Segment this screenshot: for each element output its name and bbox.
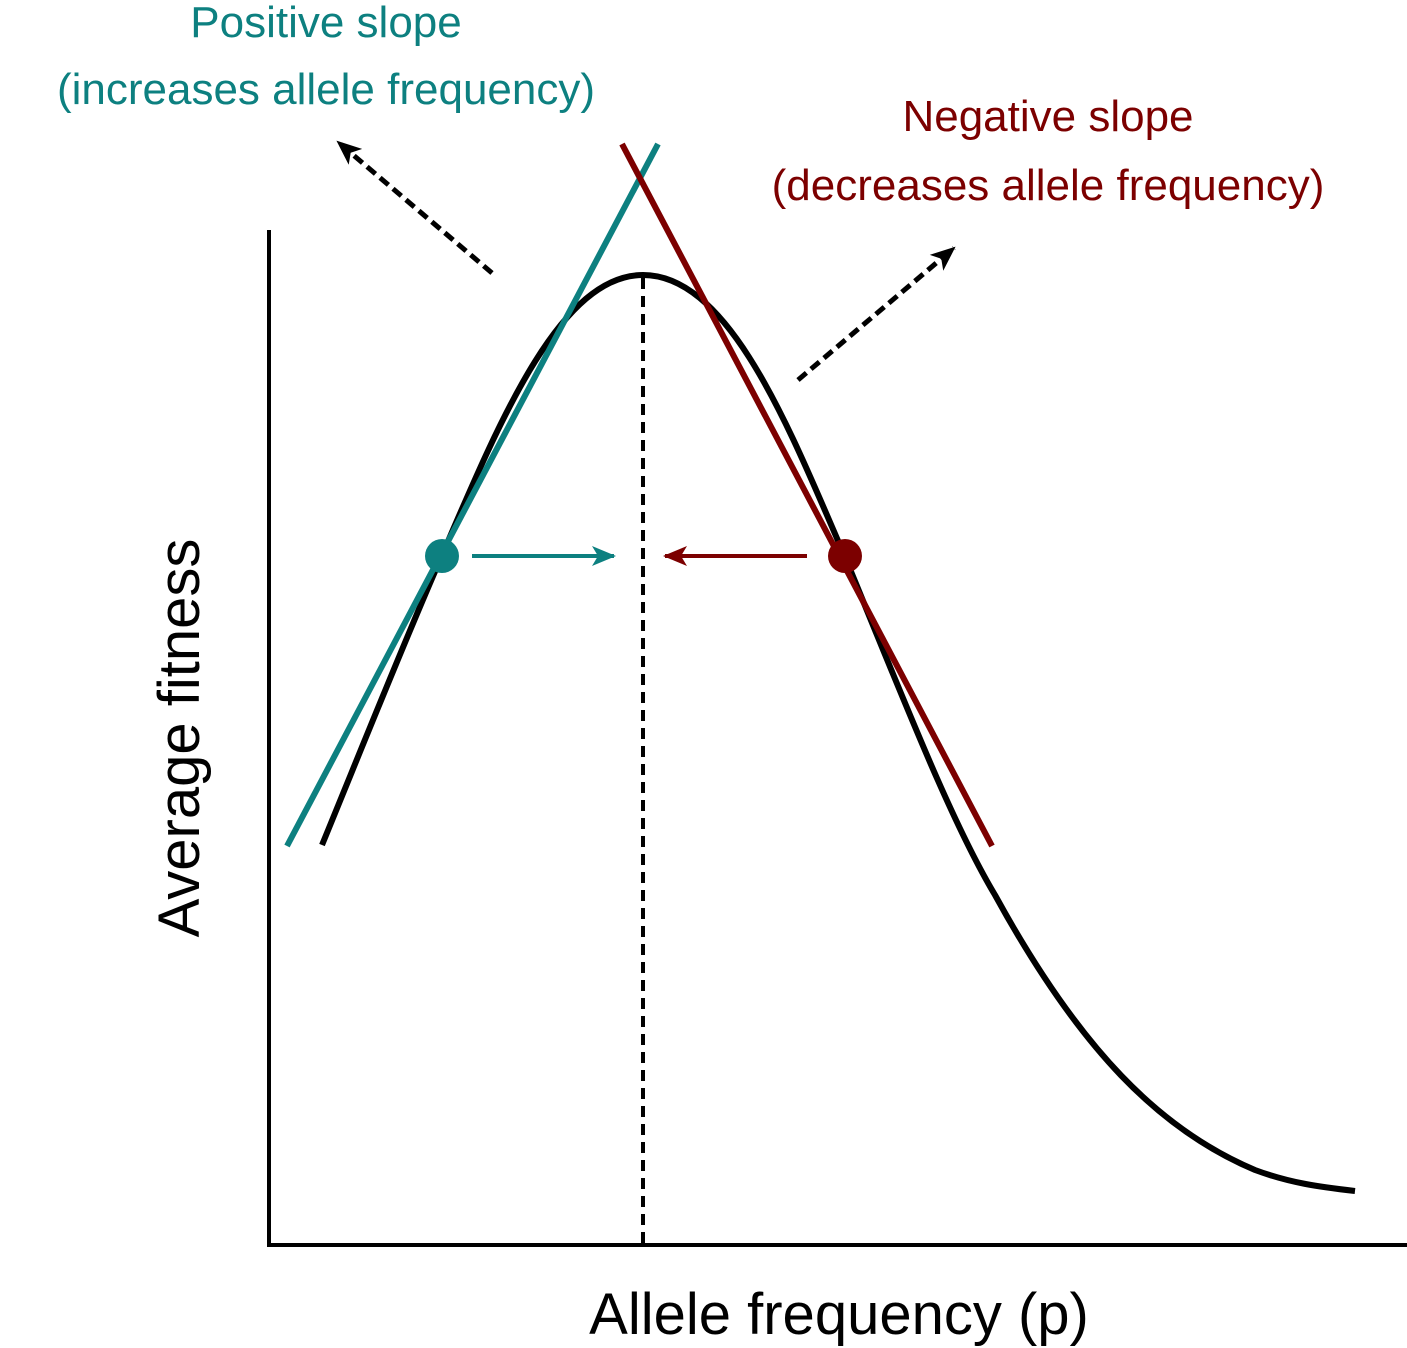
negative-slope-point	[828, 539, 862, 573]
positive-slope-point	[425, 539, 459, 573]
positive-slope-subtitle: (increases allele frequency)	[57, 65, 595, 114]
positive-slope-tangent	[284, 142, 661, 848]
negative-slope-title: Negative slope	[902, 92, 1193, 141]
positive-slope-title: Positive slope	[190, 0, 461, 47]
fitness-curve	[319, 271, 1356, 1194]
positive-label-pointer-arrow	[336, 140, 494, 275]
negative-slope-tangent	[619, 142, 995, 848]
x-axis-label: Allele frequency (p)	[589, 1282, 1089, 1347]
negative-label-pointer-arrow	[796, 246, 956, 382]
negative-slope-subtitle: (decreases allele frequency)	[772, 161, 1325, 210]
y-axis-label: Average fitness	[147, 539, 212, 938]
